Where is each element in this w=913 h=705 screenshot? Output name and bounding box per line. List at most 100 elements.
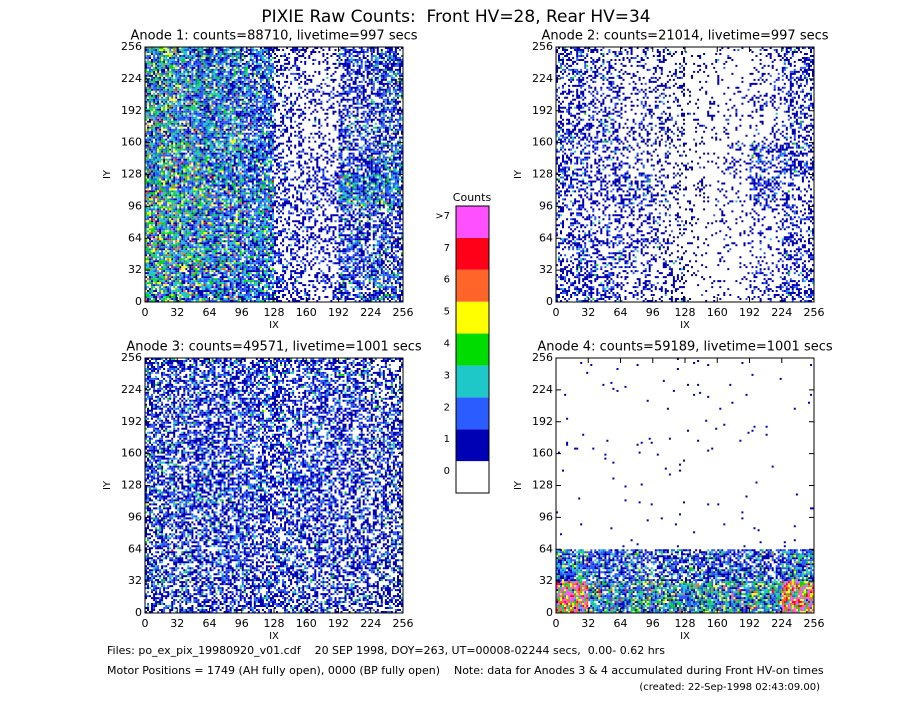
x-tick-label: 96	[235, 617, 249, 630]
density-cell	[306, 78, 339, 111]
pixel-group	[274, 453, 307, 486]
pixel-group	[274, 360, 301, 388]
pixel-group	[274, 358, 307, 388]
pixel-group	[145, 391, 178, 422]
pixel-group	[717, 242, 750, 271]
density-cell	[306, 421, 339, 454]
y-tick-label: 256	[121, 40, 142, 53]
pixel-group	[209, 78, 242, 111]
pixel-group	[556, 551, 589, 580]
pixel-group	[211, 47, 242, 79]
density-cell	[580, 362, 589, 374]
pixel-group	[177, 206, 210, 239]
pixel-group	[243, 238, 274, 271]
pixel-group	[274, 270, 307, 302]
density-cell	[306, 238, 339, 271]
x-tick-label: 32	[170, 306, 184, 319]
pixel-group	[338, 238, 371, 271]
density-cell	[685, 270, 716, 302]
density-cell	[306, 142, 339, 175]
y-tick-label: 64	[128, 231, 142, 244]
pixel-group	[223, 146, 242, 175]
density-cell	[588, 110, 621, 143]
density-cell	[781, 142, 814, 175]
pixel-group	[717, 142, 750, 175]
pixel-group	[656, 222, 659, 225]
pixel-group	[693, 391, 710, 422]
pixel-group	[370, 272, 399, 300]
density-cell	[679, 501, 685, 516]
density-cell	[274, 358, 307, 390]
pixel-group	[584, 112, 587, 115]
pixel-group	[209, 549, 242, 582]
pixel-group	[326, 583, 329, 586]
x-tick-label: 128	[675, 617, 696, 630]
x-tick-label: 256	[804, 306, 825, 319]
density-cell	[749, 270, 782, 302]
density-cell	[177, 78, 210, 111]
pixel-group	[588, 47, 621, 79]
density-cell	[145, 142, 178, 175]
pixel-group	[241, 453, 274, 486]
pixel-group	[312, 238, 339, 267]
pixel-group	[687, 270, 704, 302]
density-cell	[717, 110, 750, 143]
pixel-group	[286, 445, 289, 448]
pixel-group	[203, 222, 206, 239]
pixel-group	[147, 190, 166, 201]
pixel-group	[209, 270, 242, 302]
pixel-group	[306, 581, 337, 613]
pixel-group	[308, 461, 311, 464]
pixel-group	[338, 206, 369, 235]
pixel-group	[805, 599, 808, 602]
pixel-group	[588, 581, 621, 613]
pixel-group	[717, 59, 720, 61]
pixel-group	[177, 78, 210, 111]
pixel-group	[588, 549, 621, 582]
pixel-group	[308, 240, 311, 243]
pixel-group	[749, 581, 782, 613]
pixel-group	[685, 270, 716, 302]
density-cell	[556, 581, 589, 613]
pixel-group	[145, 206, 178, 239]
pixel-group	[338, 78, 371, 111]
pixel-group	[556, 497, 581, 514]
pixel-group	[177, 581, 210, 613]
pixel-group	[570, 166, 573, 169]
pixel-group	[310, 152, 337, 175]
x-tick-label: 224	[771, 617, 792, 630]
density-cell	[749, 174, 782, 207]
density-cell	[556, 78, 589, 111]
pixel-group	[370, 80, 403, 103]
y-tick-label: 160	[532, 447, 553, 460]
pixel-group	[177, 581, 210, 613]
pixel-group	[717, 581, 750, 613]
density-cell	[370, 47, 403, 79]
pixel-group	[231, 473, 234, 476]
density-cell	[306, 549, 339, 582]
y-tick-label: 0	[135, 295, 142, 308]
y-tick-label: 224	[532, 383, 553, 396]
pixel-group	[189, 114, 192, 117]
pixel-group	[209, 110, 242, 143]
pixel-group	[749, 581, 782, 613]
pixel-group	[588, 581, 621, 613]
pixel-group	[602, 605, 605, 607]
pixel-group	[749, 174, 782, 207]
pixel-group	[668, 51, 671, 53]
density-cell	[274, 206, 307, 239]
pixel-group	[306, 174, 339, 207]
pixel-group	[338, 174, 371, 207]
pixel-group	[556, 174, 585, 207]
pixel-group	[302, 605, 305, 607]
pixel-group	[241, 561, 272, 582]
density-cell	[241, 549, 274, 582]
pixel-group	[274, 358, 307, 390]
pixel-group	[370, 358, 403, 390]
pixel-group	[620, 47, 653, 71]
density-cell	[274, 581, 307, 613]
density-cell	[370, 174, 403, 207]
density-cell	[652, 78, 685, 111]
density-cell	[717, 142, 750, 175]
pixel-group	[646, 399, 649, 402]
